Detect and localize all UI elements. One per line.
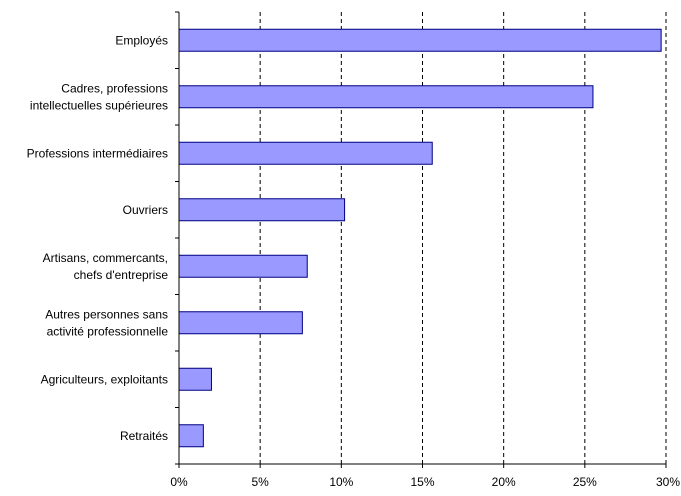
- bar-5: [178, 311, 303, 335]
- category-labels: Employés Cadres, professions intellectuell…: [27, 33, 169, 443]
- x-tick-label: 30%: [656, 475, 680, 489]
- x-tick-label: 15%: [410, 475, 434, 489]
- x-tick-label: 0%: [170, 475, 188, 489]
- bars: [178, 28, 662, 448]
- bar-6: [178, 367, 212, 391]
- axes: [175, 11, 667, 468]
- category-label: Retraités: [120, 429, 168, 443]
- x-tick-label: 5%: [251, 475, 269, 489]
- x-tick-label: 10%: [329, 475, 353, 489]
- category-label: Artisans, commercants,: [43, 251, 168, 265]
- category-label: Agriculteurs, exploitants: [41, 372, 168, 386]
- category-label: Ouvriers: [123, 203, 168, 217]
- bar-1: [178, 85, 594, 109]
- x-tick-label: 20%: [492, 475, 516, 489]
- category-label: intellectuelles supérieures: [30, 98, 168, 112]
- bar-4: [178, 254, 308, 278]
- bar-0: [178, 28, 662, 52]
- grid-lines: [259, 12, 667, 464]
- bar-2: [178, 141, 433, 165]
- x-tick-labels: 0% 5% 10% 15% 20% 25% 30%: [170, 475, 680, 489]
- category-label: Autres personnes sans: [45, 307, 168, 321]
- bar-3: [178, 198, 346, 222]
- x-tick-label: 25%: [573, 475, 597, 489]
- category-label: Professions intermédiaires: [27, 146, 168, 160]
- category-label: Employés: [115, 33, 168, 47]
- category-label: Cadres, professions: [61, 81, 168, 95]
- category-label: activité professionnelle: [47, 324, 169, 338]
- bar-7: [178, 424, 204, 448]
- category-label: chefs d'entreprise: [74, 268, 169, 282]
